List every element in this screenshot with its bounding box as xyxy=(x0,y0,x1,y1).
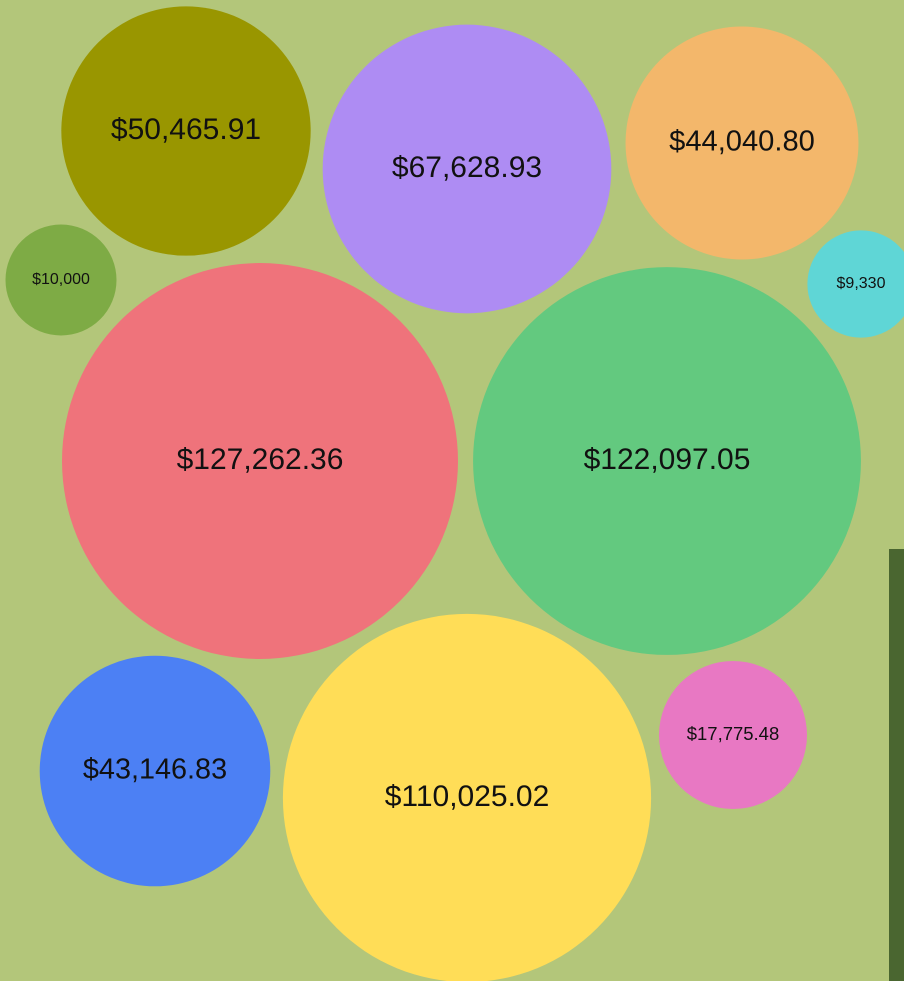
bubble-label: $10,000 xyxy=(32,271,90,288)
bubble xyxy=(659,661,807,809)
bubble-label: $50,465.91 xyxy=(111,113,261,146)
bubble xyxy=(807,230,904,338)
bubble-label: $17,775.48 xyxy=(687,723,780,744)
bubble xyxy=(625,26,859,260)
bubble-label: $43,146.83 xyxy=(83,754,227,786)
bubble-label: $44,040.80 xyxy=(669,126,815,158)
bubble xyxy=(322,24,612,314)
bubble-label: $127,262.36 xyxy=(177,443,344,476)
bubble xyxy=(39,655,271,887)
bubble-label: $122,097.05 xyxy=(584,443,751,476)
bubble xyxy=(282,613,652,981)
bubble-label: $67,628.93 xyxy=(392,151,542,184)
bubble xyxy=(5,224,117,336)
bubble xyxy=(473,267,861,655)
bubble xyxy=(62,263,458,659)
side-panel xyxy=(889,549,904,981)
bubble-label: $110,025.02 xyxy=(385,780,550,813)
bubble xyxy=(61,6,311,256)
bubble-label: $9,330 xyxy=(837,275,886,292)
